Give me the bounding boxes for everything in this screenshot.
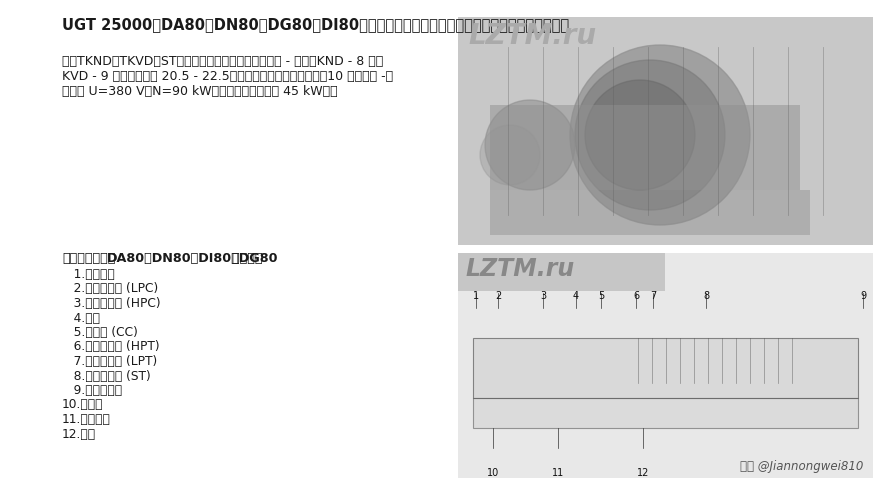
Text: LZTM.ru: LZTM.ru	[466, 257, 575, 281]
Text: 2.低压压缩机 (LPC): 2.低压压缩机 (LPC)	[62, 282, 158, 296]
Text: 3.高压压缩机 (HPC): 3.高压压缩机 (HPC)	[62, 297, 161, 310]
Text: 8.动力涉轮机 (ST): 8.动力涉轮机 (ST)	[62, 370, 151, 382]
Text: 燃气涉轮发动机: 燃气涉轮发动机	[62, 252, 116, 265]
Text: 12: 12	[637, 468, 649, 478]
Bar	[490, 190, 810, 235]
Bar	[458, 253, 873, 478]
Text: UGT 25000（DA80、DN80、DG80、DI80）是用于船舘和工业应用的第四代三轴燃气涉轮发动机: UGT 25000（DA80、DN80、DG80、DI80）是用于船舘和工业应用…	[62, 17, 569, 32]
Circle shape	[485, 100, 575, 190]
Text: 11.电启动器: 11.电启动器	[62, 413, 111, 426]
Text: 6: 6	[633, 291, 639, 301]
Text: LZTM.ru: LZTM.ru	[468, 22, 596, 50]
Circle shape	[575, 60, 725, 210]
Bar	[458, 17, 873, 245]
Text: 的组件：: 的组件：	[228, 252, 263, 265]
Text: 4: 4	[573, 291, 579, 301]
Text: 5.燃烧室 (CC): 5.燃烧室 (CC)	[62, 326, 138, 339]
Text: 10.驱动筱: 10.驱动筱	[62, 398, 103, 411]
Text: 1: 1	[473, 291, 479, 301]
Text: 9: 9	[860, 291, 866, 301]
Text: 12.框架: 12.框架	[62, 428, 96, 440]
Text: 7.低压涉轮机 (LPT): 7.低压涉轮机 (LPT)	[62, 355, 157, 368]
Text: 5: 5	[598, 291, 604, 301]
Bar	[473, 338, 858, 398]
Text: KVD - 9 步。压缩比为 20.5 - 22.5。燃烧室为管状环形、逆流、10 管。启动 -电: KVD - 9 步。压缩比为 20.5 - 22.5。燃烧室为管状环形、逆流、1…	[62, 70, 393, 83]
Text: 3: 3	[540, 291, 546, 301]
Text: DA80、DN80、DI80、DG80: DA80、DN80、DI80、DG80	[107, 252, 279, 265]
Bar	[490, 105, 800, 190]
Text: 4.噴嘴: 4.噴嘴	[62, 312, 100, 324]
Text: 启动器 U=380 V，N=90 kW（两个启动器，每个 45 kW）。: 启动器 U=380 V，N=90 kW（两个启动器，每个 45 kW）。	[62, 85, 338, 98]
Text: 包含TKND、TKVD和ST的三轴燃气涉轮发动机。压缩机 - 轴向。KND - 8 步，: 包含TKND、TKVD和ST的三轴燃气涉轮发动机。压缩机 - 轴向。KND - …	[62, 55, 384, 68]
Circle shape	[585, 80, 695, 190]
Bar	[473, 398, 858, 428]
Text: 6.高压涉轮机 (HPT): 6.高压涉轮机 (HPT)	[62, 340, 160, 353]
Text: 9.取力器法兰: 9.取力器法兰	[62, 384, 122, 397]
Text: 2: 2	[495, 291, 501, 301]
Circle shape	[480, 125, 540, 185]
Text: 1.进口导叶: 1.进口导叶	[62, 268, 115, 281]
Circle shape	[570, 45, 750, 225]
Text: 10: 10	[487, 468, 499, 478]
Bar	[458, 253, 665, 291]
Text: 知乎 @Jiannongwei810: 知乎 @Jiannongwei810	[740, 460, 863, 473]
Text: 7: 7	[650, 291, 656, 301]
Text: 8: 8	[703, 291, 709, 301]
Text: 11: 11	[552, 468, 564, 478]
